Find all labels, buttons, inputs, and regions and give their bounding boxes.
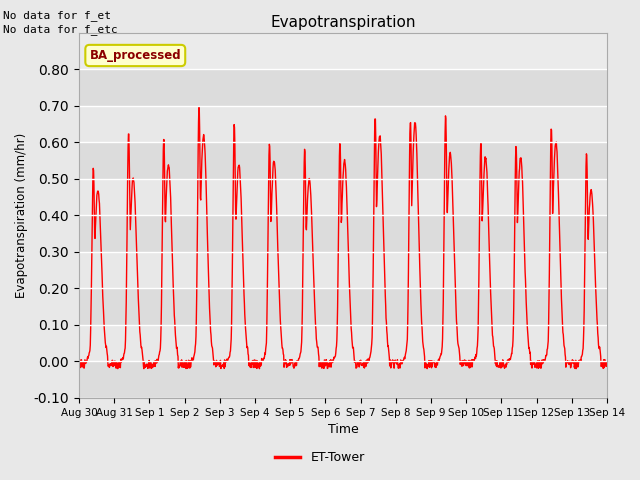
- Bar: [79, 361, 607, 398]
- Text: BA_processed: BA_processed: [90, 49, 181, 62]
- Legend: ET-Tower: ET-Tower: [270, 446, 370, 469]
- Bar: [79, 179, 607, 215]
- Bar: [79, 106, 607, 142]
- Bar: [79, 288, 607, 325]
- Bar: [79, 142, 607, 179]
- Text: No data for f_etc: No data for f_etc: [3, 24, 118, 35]
- Y-axis label: Evapotranspiration (mm/hr): Evapotranspiration (mm/hr): [15, 132, 28, 298]
- Title: Evapotranspiration: Evapotranspiration: [270, 15, 415, 30]
- X-axis label: Time: Time: [328, 423, 358, 436]
- Bar: [79, 252, 607, 288]
- Bar: [79, 69, 607, 106]
- Bar: [79, 215, 607, 252]
- Text: No data for f_et: No data for f_et: [3, 11, 111, 22]
- Bar: [79, 325, 607, 361]
